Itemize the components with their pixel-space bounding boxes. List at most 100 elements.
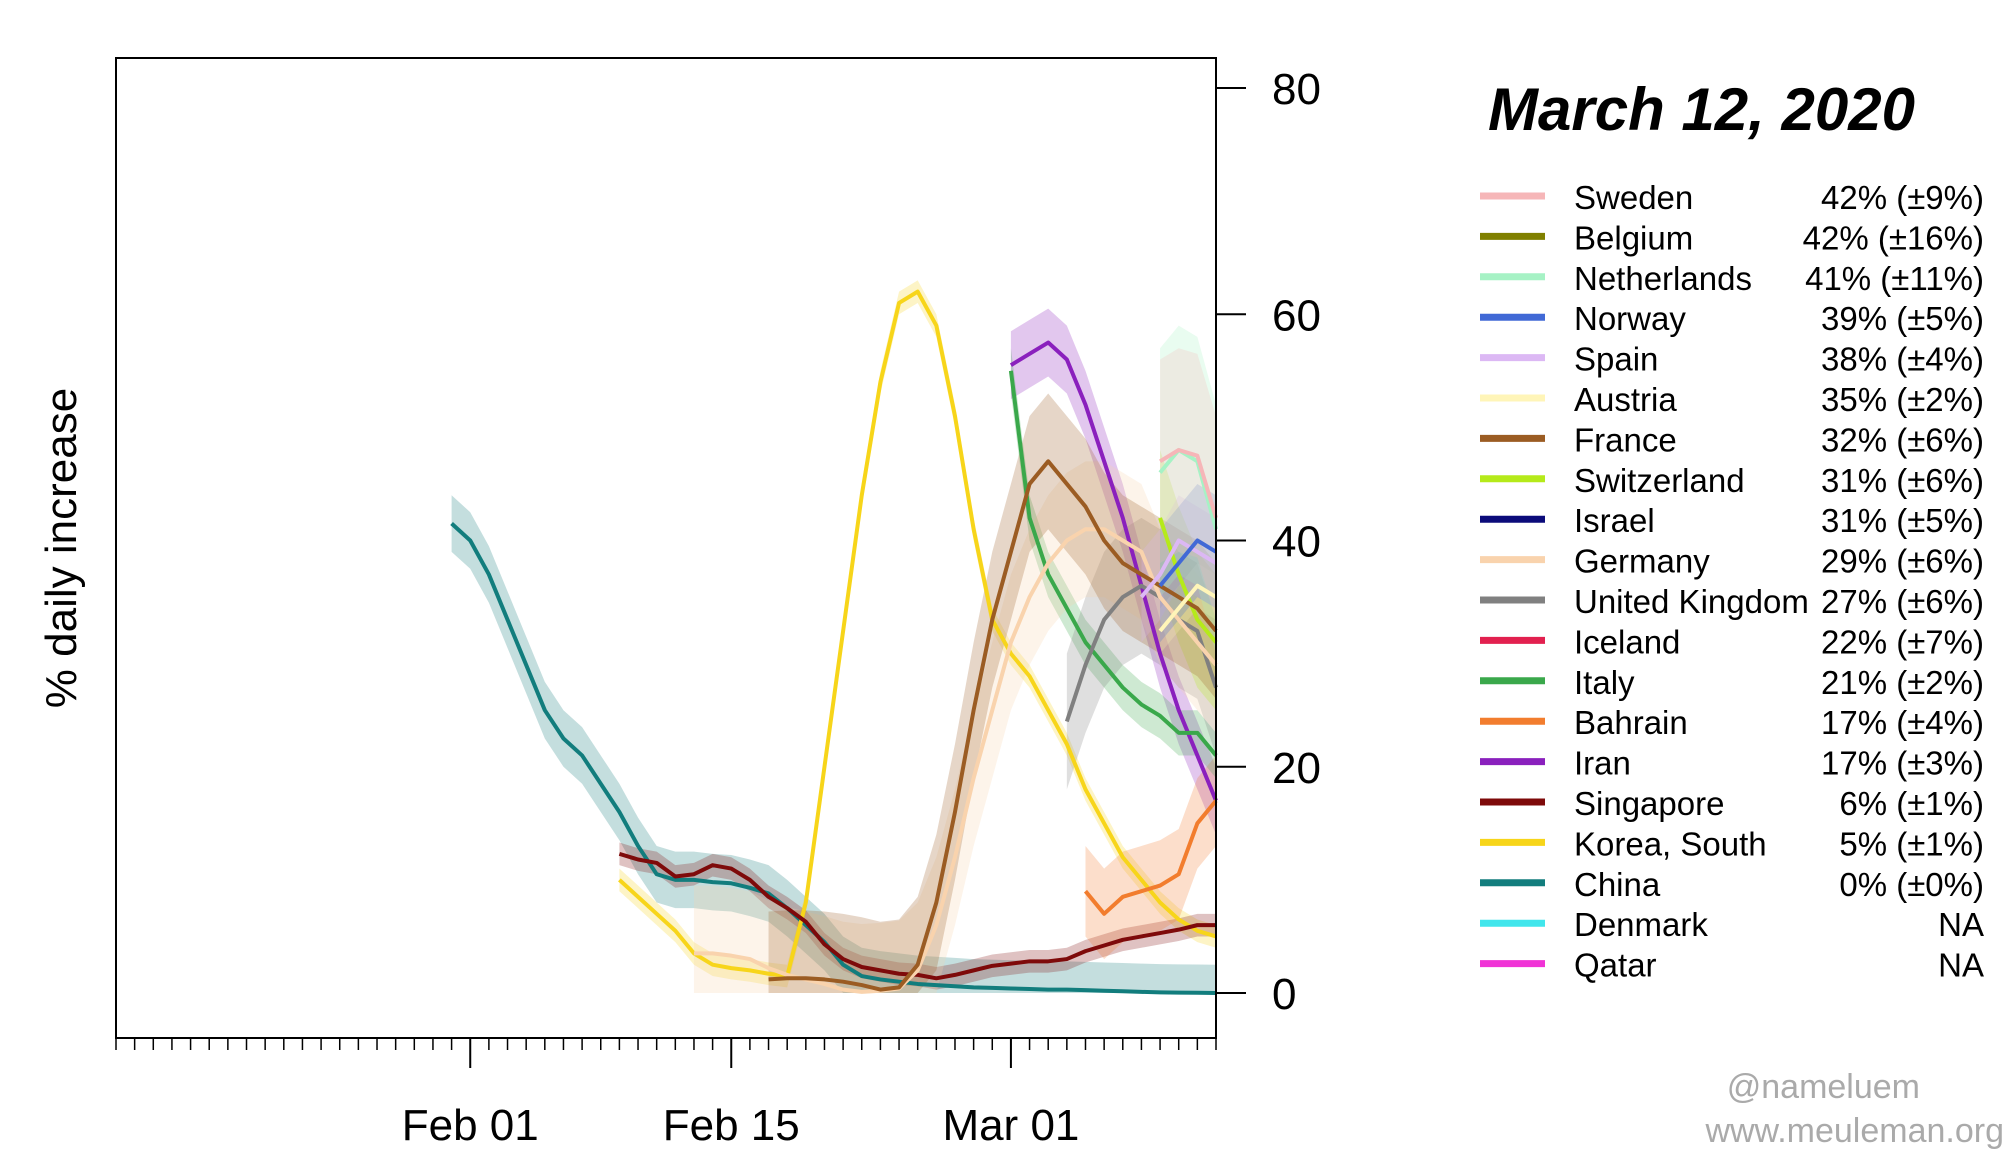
- legend-label: Italy: [1574, 664, 1635, 701]
- legend-item-switzerland: Switzerland 31% (±6%): [1480, 462, 1984, 499]
- legend-label: Singapore: [1574, 785, 1724, 822]
- y-tick-label: 40: [1272, 518, 1321, 567]
- band-austria: [1160, 563, 1216, 654]
- legend-item-austria: Austria 35% (±2%): [1480, 381, 1984, 418]
- legend-item-iran: Iran 17% (±3%): [1480, 745, 1984, 782]
- legend-value: 38% (±4%): [1821, 341, 1984, 378]
- line-norway: [1158, 538, 1218, 588]
- legend-item-sweden: Sweden 42% (±9%): [1480, 179, 1984, 216]
- band-iran: [1010, 308, 1216, 835]
- legend-item-singapore: Singapore 6% (±1%): [1480, 785, 1984, 822]
- legend-label: Iran: [1574, 745, 1631, 782]
- legend-label: Bahrain: [1574, 704, 1688, 741]
- line-korea-south: [618, 289, 1217, 979]
- legend-label: Belgium: [1574, 219, 1693, 256]
- legend-value: 42% (±9%): [1821, 179, 1984, 216]
- legend-item-korea-south: Korea, South 5% (±1%): [1480, 825, 1984, 862]
- legend-item-norway: Norway 39% (±5%): [1480, 300, 1984, 337]
- line-singapore: [618, 851, 1216, 981]
- legend-value: 27% (±6%): [1821, 583, 1984, 620]
- line-austria: [1158, 583, 1218, 633]
- x-axis: Feb 01 Feb 15 Mar 01: [115, 1038, 1217, 1150]
- legend-value: 31% (±6%): [1821, 462, 1984, 499]
- legend-value: 35% (±2%): [1821, 381, 1984, 418]
- legend-label: China: [1574, 866, 1661, 903]
- legend-value: 21% (±2%): [1821, 664, 1984, 701]
- y-tick-label: 60: [1272, 291, 1321, 340]
- legend-value: 17% (±4%): [1821, 704, 1984, 741]
- legend-item-germany: Germany 29% (±6%): [1480, 543, 1984, 580]
- legend-label: Switzerland: [1574, 462, 1745, 499]
- line-united-kingdom: [1064, 583, 1218, 723]
- legend-item-denmark: Denmark NA: [1480, 906, 1984, 943]
- legend-label: France: [1574, 421, 1677, 458]
- line-bahrain: [1083, 799, 1218, 916]
- y-axis-label: % daily increase: [37, 388, 86, 708]
- legend-item-united-kingdom: United Kingdom 27% (±6%): [1480, 583, 1984, 620]
- band-germany: [693, 461, 1216, 993]
- line-iran: [1009, 340, 1218, 802]
- legend-item-france: France 32% (±6%): [1480, 421, 1984, 458]
- legend-label: Sweden: [1574, 179, 1693, 216]
- line-netherlands: [1158, 448, 1218, 530]
- chart-title: March 12, 2020: [1488, 76, 1915, 143]
- band-china: [451, 495, 1216, 993]
- band-united-kingdom: [1066, 517, 1216, 790]
- x-tick-label: Mar 01: [942, 1101, 1079, 1150]
- band-italy: [1010, 348, 1216, 779]
- legend-value: NA: [1938, 947, 1984, 984]
- legend-value: NA: [1938, 906, 1984, 943]
- legend-label: Denmark: [1574, 906, 1708, 943]
- line-sweden: [1159, 448, 1218, 519]
- y-tick-label: 0: [1272, 970, 1296, 1019]
- legend-value: 32% (±6%): [1821, 421, 1984, 458]
- line-germany: [693, 527, 1218, 994]
- legend-label: Germany: [1574, 543, 1710, 580]
- credit-site: www.meuleman.org: [1705, 1112, 2004, 1150]
- legend-label: Korea, South: [1574, 825, 1767, 862]
- line-france: [768, 459, 1218, 992]
- legend-label: Israel: [1574, 502, 1655, 539]
- legend-value: 31% (±5%): [1821, 502, 1984, 539]
- legend-item-qatar: Qatar NA: [1480, 947, 1984, 984]
- legend-label: Norway: [1574, 300, 1686, 337]
- legend-value: 17% (±3%): [1821, 745, 1984, 782]
- legend-item-spain: Spain 38% (±4%): [1480, 341, 1984, 378]
- y-tick-label: 80: [1272, 65, 1321, 114]
- x-tick-label: Feb 01: [402, 1101, 539, 1150]
- legend-label: Iceland: [1574, 623, 1680, 660]
- legend-value: 6% (±1%): [1839, 785, 1984, 822]
- legend: Sweden 42% (±9%) Belgium 42% (±16%) Netherla…: [1480, 179, 1984, 984]
- legend-item-iceland: Iceland 22% (±7%): [1480, 623, 1984, 660]
- legend-item-china: China 0% (±0%): [1480, 866, 1984, 903]
- legend-item-netherlands: Netherlands 41% (±11%): [1480, 260, 1984, 297]
- legend-value: 5% (±1%): [1839, 825, 1984, 862]
- plot-frame: [115, 57, 1217, 1039]
- legend-item-israel: Israel 31% (±5%): [1480, 502, 1984, 539]
- band-bahrain: [1085, 755, 1216, 960]
- legend-value: 42% (±16%): [1803, 219, 1984, 256]
- legend-value: 0% (±0%): [1839, 866, 1984, 903]
- series-lines: [450, 289, 1218, 995]
- band-singapore: [619, 842, 1216, 990]
- legend-item-belgium: Belgium 42% (±16%): [1480, 219, 1984, 256]
- legend-value: 22% (±7%): [1821, 623, 1984, 660]
- legend-value: 39% (±5%): [1821, 300, 1984, 337]
- legend-label: Austria: [1574, 381, 1677, 418]
- y-axis: 0 20 40 60 80: [1216, 65, 1321, 1019]
- credit-handle: @nameluem: [1726, 1068, 1920, 1106]
- legend-label: United Kingdom: [1574, 583, 1809, 620]
- legend-label: Qatar: [1574, 947, 1657, 984]
- y-tick-label: 20: [1272, 744, 1321, 793]
- legend-value: 29% (±6%): [1821, 543, 1984, 580]
- band-norway: [1160, 483, 1216, 643]
- legend-item-bahrain: Bahrain 17% (±4%): [1480, 704, 1984, 741]
- x-tick-label: Feb 15: [663, 1101, 800, 1150]
- line-spain: [1139, 538, 1218, 599]
- legend-value: 41% (±11%): [1805, 260, 1984, 297]
- legend-label: Spain: [1574, 341, 1658, 378]
- legend-item-italy: Italy 21% (±2%): [1480, 664, 1984, 701]
- confidence-bands: [451, 280, 1216, 993]
- legend-label: Netherlands: [1574, 260, 1752, 297]
